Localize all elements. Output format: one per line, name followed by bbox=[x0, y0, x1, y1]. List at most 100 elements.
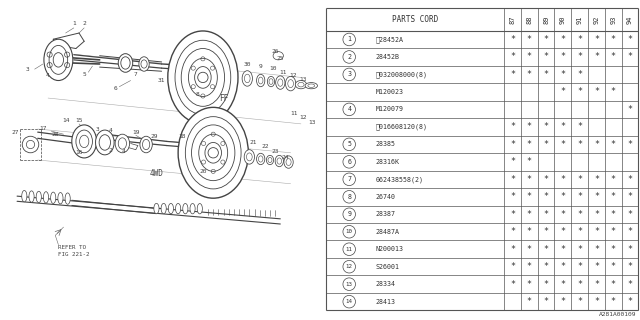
Ellipse shape bbox=[36, 191, 42, 203]
Text: 1: 1 bbox=[348, 36, 351, 43]
Text: *: * bbox=[561, 262, 565, 271]
Text: *: * bbox=[510, 175, 515, 184]
Text: *: * bbox=[594, 262, 599, 271]
Text: *: * bbox=[611, 175, 616, 184]
Text: *: * bbox=[543, 297, 548, 306]
Text: *: * bbox=[577, 52, 582, 61]
Text: 28334: 28334 bbox=[376, 281, 396, 287]
Text: *: * bbox=[561, 35, 565, 44]
Text: 2: 2 bbox=[348, 54, 351, 60]
Circle shape bbox=[343, 103, 355, 116]
Text: 9: 9 bbox=[348, 211, 351, 217]
Text: Ⓦ032008000(8): Ⓦ032008000(8) bbox=[376, 71, 428, 78]
Text: 92: 92 bbox=[593, 15, 600, 24]
Text: *: * bbox=[627, 210, 632, 219]
Ellipse shape bbox=[58, 193, 63, 204]
Circle shape bbox=[343, 226, 355, 238]
Ellipse shape bbox=[257, 153, 265, 165]
Ellipse shape bbox=[276, 76, 285, 89]
Text: *: * bbox=[527, 297, 532, 306]
Text: *: * bbox=[510, 70, 515, 79]
Text: *: * bbox=[627, 192, 632, 201]
Text: *: * bbox=[527, 52, 532, 61]
Text: 18: 18 bbox=[179, 134, 186, 139]
Text: 16: 16 bbox=[76, 150, 83, 155]
Text: 12: 12 bbox=[300, 115, 307, 120]
Text: *: * bbox=[527, 175, 532, 184]
Ellipse shape bbox=[65, 193, 70, 204]
Text: 7: 7 bbox=[134, 72, 138, 77]
Ellipse shape bbox=[44, 192, 49, 203]
Circle shape bbox=[343, 278, 355, 291]
Text: 23: 23 bbox=[271, 149, 279, 154]
Text: *: * bbox=[577, 210, 582, 219]
Text: *: * bbox=[627, 105, 632, 114]
Ellipse shape bbox=[118, 54, 132, 72]
Circle shape bbox=[343, 190, 355, 203]
Text: *: * bbox=[543, 175, 548, 184]
Text: *: * bbox=[594, 210, 599, 219]
Text: *: * bbox=[594, 192, 599, 201]
Text: *: * bbox=[543, 35, 548, 44]
Text: 13: 13 bbox=[346, 282, 353, 287]
Text: 20: 20 bbox=[199, 169, 207, 174]
Text: 4WD: 4WD bbox=[150, 169, 163, 178]
Text: 14: 14 bbox=[62, 118, 69, 123]
Text: *: * bbox=[577, 192, 582, 201]
Text: S26001: S26001 bbox=[376, 264, 400, 270]
Circle shape bbox=[343, 138, 355, 151]
Text: *: * bbox=[577, 122, 582, 132]
Text: N200013: N200013 bbox=[376, 246, 404, 252]
Text: 93: 93 bbox=[610, 15, 616, 24]
Circle shape bbox=[343, 260, 355, 273]
Ellipse shape bbox=[242, 71, 252, 86]
Text: A281A00109: A281A00109 bbox=[599, 312, 637, 317]
Ellipse shape bbox=[22, 190, 27, 202]
Ellipse shape bbox=[161, 204, 166, 214]
Text: 13: 13 bbox=[300, 77, 307, 82]
Text: *: * bbox=[611, 52, 616, 61]
Text: *: * bbox=[561, 52, 565, 61]
Text: *: * bbox=[527, 245, 532, 254]
Text: 4: 4 bbox=[122, 149, 125, 154]
Text: *: * bbox=[510, 157, 515, 166]
Text: *: * bbox=[594, 280, 599, 289]
Text: *: * bbox=[561, 245, 565, 254]
Text: *: * bbox=[611, 280, 616, 289]
Text: *: * bbox=[627, 52, 632, 61]
Text: *: * bbox=[611, 192, 616, 201]
Text: 28487A: 28487A bbox=[376, 229, 400, 235]
Text: *: * bbox=[527, 210, 532, 219]
Text: *: * bbox=[627, 245, 632, 254]
Ellipse shape bbox=[257, 74, 265, 87]
Text: *: * bbox=[561, 280, 565, 289]
Text: *: * bbox=[594, 87, 599, 96]
Text: 17: 17 bbox=[39, 125, 47, 131]
Text: 1: 1 bbox=[72, 21, 76, 26]
Text: 22: 22 bbox=[261, 144, 269, 149]
Text: *: * bbox=[561, 297, 565, 306]
Text: *: * bbox=[611, 140, 616, 149]
Text: 13: 13 bbox=[308, 120, 316, 125]
Text: *: * bbox=[543, 140, 548, 149]
Text: *: * bbox=[543, 227, 548, 236]
Text: 12: 12 bbox=[346, 264, 353, 269]
Text: REFER TO: REFER TO bbox=[58, 245, 86, 250]
Text: 88: 88 bbox=[526, 15, 532, 24]
Ellipse shape bbox=[285, 76, 296, 91]
Ellipse shape bbox=[168, 31, 238, 124]
Text: 9: 9 bbox=[259, 64, 262, 68]
Text: 10: 10 bbox=[269, 66, 277, 71]
Text: 25: 25 bbox=[276, 56, 284, 61]
Text: *: * bbox=[527, 280, 532, 289]
Text: *: * bbox=[627, 227, 632, 236]
Text: *: * bbox=[594, 35, 599, 44]
Text: *: * bbox=[510, 122, 515, 132]
Text: *: * bbox=[577, 262, 582, 271]
Ellipse shape bbox=[95, 130, 114, 155]
Text: 2: 2 bbox=[108, 148, 112, 153]
Ellipse shape bbox=[168, 204, 173, 214]
Text: *: * bbox=[577, 175, 582, 184]
Text: *: * bbox=[627, 280, 632, 289]
Ellipse shape bbox=[305, 83, 317, 89]
